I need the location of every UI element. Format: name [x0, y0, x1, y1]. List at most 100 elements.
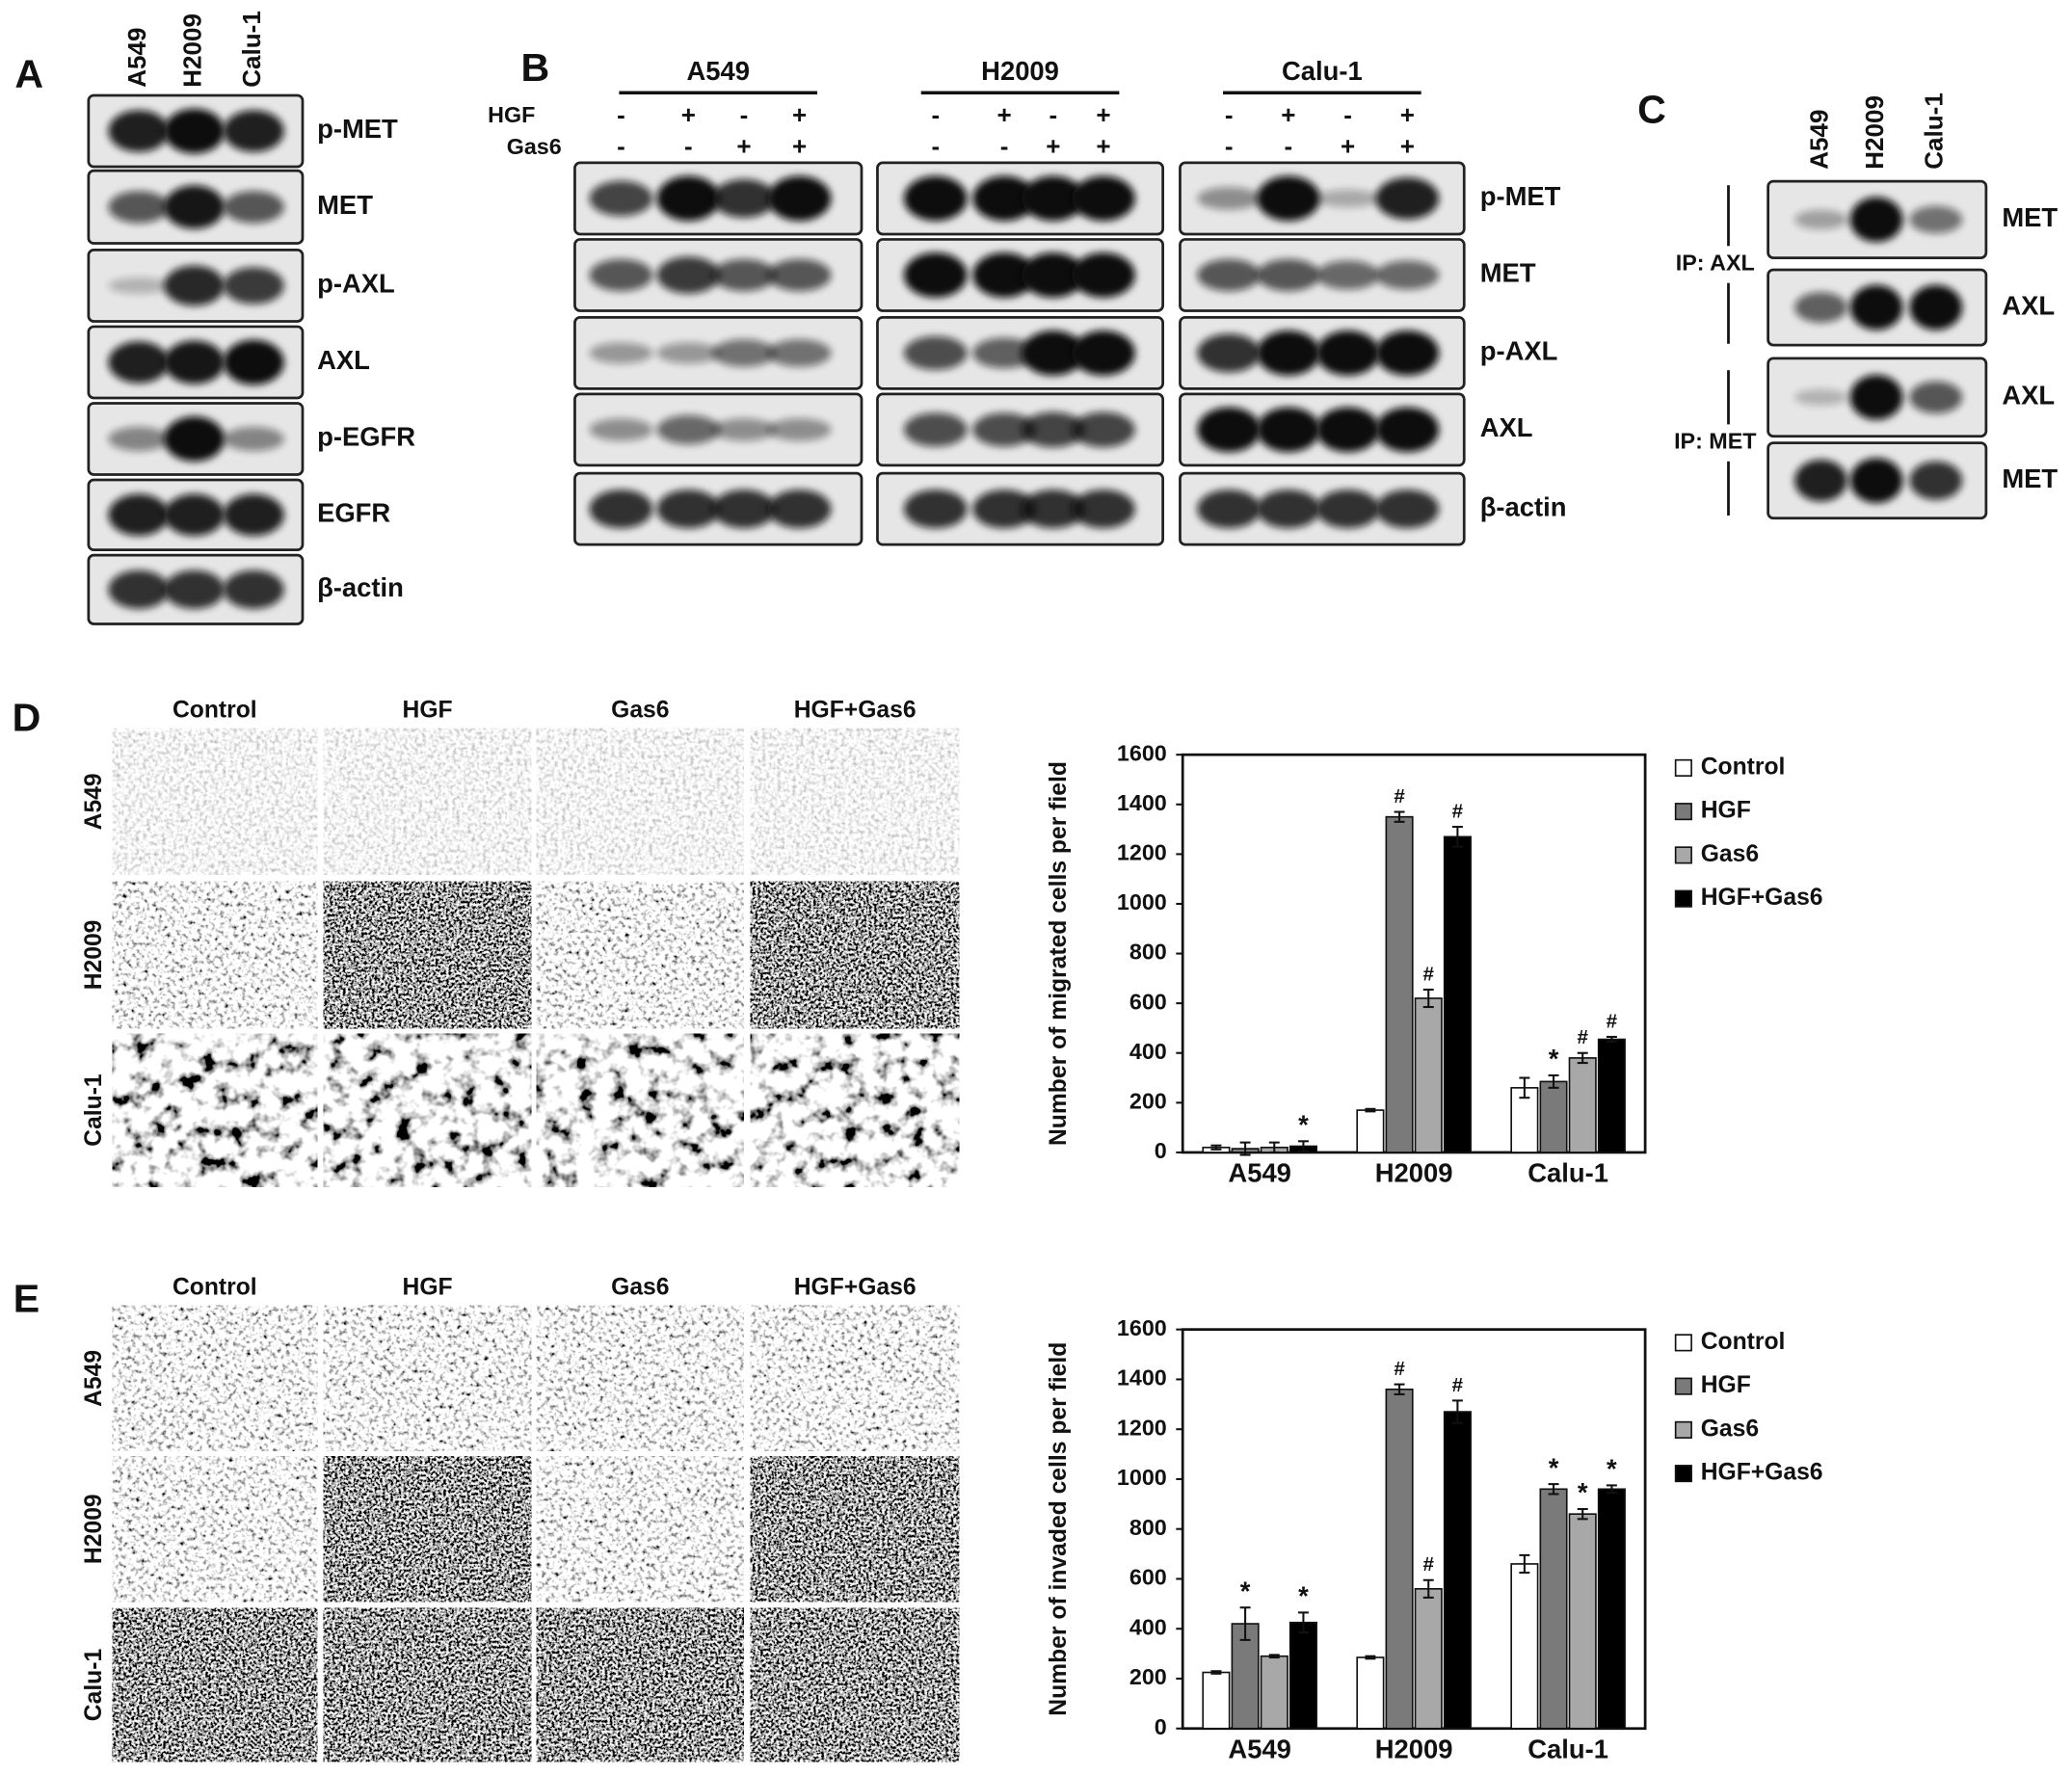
y-tick-label: 1600: [1117, 1315, 1167, 1340]
legend-swatch: [1674, 803, 1692, 821]
band: [1375, 331, 1440, 376]
significance-marker: #: [1607, 1010, 1618, 1032]
y-tick-label: 200: [1129, 1088, 1167, 1113]
micrograph: [112, 1305, 318, 1451]
x-tick-label: H2009: [1375, 1157, 1453, 1187]
column-label: HGF+Gas6: [794, 1275, 916, 1301]
band: [108, 191, 170, 224]
band: [223, 339, 284, 385]
band-label: MET: [1480, 258, 1536, 288]
band: [164, 416, 226, 462]
error-bar: [1210, 1670, 1222, 1675]
band: [1909, 205, 1963, 234]
column-label: Control: [173, 1275, 257, 1301]
band: [1021, 252, 1085, 298]
band: [712, 258, 776, 292]
sign: +: [681, 100, 696, 129]
error-bar: [1239, 1141, 1251, 1156]
band: [164, 265, 226, 306]
legend-label: HGF+Gas6: [1701, 1460, 1823, 1486]
micrograph: [112, 1607, 318, 1762]
band: [1375, 177, 1440, 220]
lane-label: H2009: [1860, 95, 1889, 170]
plot-frame: [1181, 1328, 1647, 1731]
significance-marker: #: [1394, 785, 1405, 808]
micrograph: [750, 1033, 960, 1187]
y-tick-label: 200: [1129, 1664, 1167, 1689]
significance-marker: #: [1423, 963, 1435, 985]
sign: -: [617, 132, 625, 161]
band: [223, 267, 284, 305]
band: [1375, 407, 1440, 453]
band: [1256, 175, 1320, 222]
band: [223, 570, 284, 609]
sign: +: [1341, 132, 1355, 161]
band: [164, 340, 226, 384]
significance-marker: #: [1577, 1026, 1588, 1048]
legend-label: Gas6: [1701, 841, 1759, 867]
bar: [1356, 1656, 1385, 1730]
band-label: EGFR: [317, 498, 390, 528]
error-bar: [1548, 1483, 1559, 1496]
panel-label: A: [14, 52, 43, 96]
significance-marker: #: [1394, 1358, 1405, 1380]
band: [1315, 189, 1380, 208]
x-tick-label: H2009: [1375, 1734, 1453, 1763]
micrograph: [750, 1305, 960, 1451]
error-bar: [1297, 1140, 1309, 1152]
ip-label: IP: MET: [1674, 429, 1756, 454]
y-tick-label: 1200: [1117, 840, 1167, 865]
column-label: Gas6: [611, 697, 669, 723]
y-axis-title: Number of migrated cells per field: [1046, 761, 1072, 1146]
micrograph: [323, 1033, 532, 1187]
micrograph: [536, 1305, 744, 1451]
error-bar: [1577, 1507, 1588, 1521]
y-tick-label: 400: [1129, 1039, 1167, 1064]
significance-marker: #: [1452, 1374, 1464, 1396]
error-bar: [1422, 1578, 1434, 1599]
treatment-label: Gas6: [507, 134, 562, 159]
error-bar: [1577, 1051, 1588, 1065]
band: [108, 277, 170, 294]
sign: +: [1096, 132, 1110, 161]
bar: [1385, 1388, 1414, 1730]
bar: [1443, 835, 1472, 1153]
micrograph: [112, 1033, 318, 1187]
row-label: H2009: [81, 1494, 107, 1564]
band: [1315, 490, 1380, 529]
sign: +: [1096, 100, 1110, 129]
legend-label: HGF: [1701, 798, 1751, 824]
error-bar: [1451, 825, 1463, 848]
band: [108, 426, 170, 452]
band: [589, 258, 653, 292]
band: [903, 490, 968, 529]
band: [1197, 187, 1262, 210]
error-bar: [1394, 810, 1405, 823]
legend-swatch: [1674, 1420, 1692, 1439]
micrograph: [536, 1456, 744, 1603]
micrograph: [750, 881, 960, 1029]
sign: +: [792, 132, 807, 161]
significance-marker: *: [1298, 1109, 1309, 1139]
error-bar: [1365, 1655, 1376, 1660]
legend-label: Control: [1701, 1329, 1786, 1355]
plot-frame: [1181, 753, 1647, 1154]
band: [972, 175, 1036, 222]
band-label: MET: [2002, 464, 2058, 493]
error-bar: [1394, 1383, 1405, 1395]
legend-swatch: [1674, 758, 1692, 777]
significance-marker: #: [1423, 1553, 1435, 1576]
bar: [1568, 1057, 1597, 1153]
micrograph: [536, 728, 744, 875]
micrograph: [750, 1607, 960, 1762]
error-bar: [1519, 1076, 1530, 1099]
micrograph: [323, 728, 532, 875]
band: [1849, 458, 1903, 503]
error-bar: [1268, 1654, 1280, 1659]
sign: +: [1281, 100, 1295, 129]
micrograph: [323, 1607, 532, 1762]
band-label: p-AXL: [317, 269, 395, 299]
band: [1197, 333, 1262, 373]
band: [1197, 490, 1262, 529]
